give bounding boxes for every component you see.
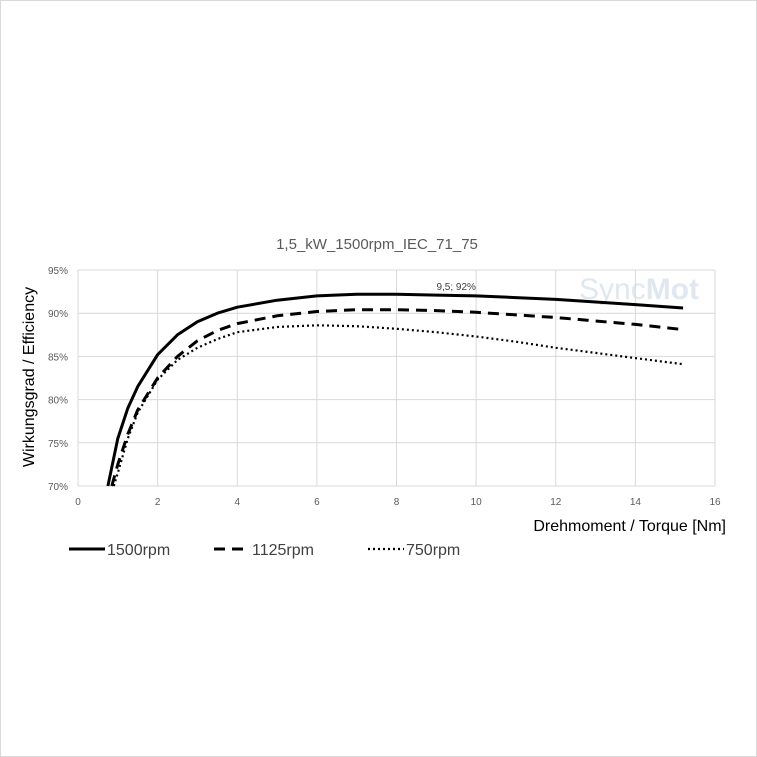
series-lines bbox=[106, 292, 684, 487]
series-line-1125rpm bbox=[110, 308, 684, 487]
x-tick-label: 2 bbox=[155, 497, 161, 508]
x-tick-label: 16 bbox=[709, 497, 721, 508]
x-tick-label: 8 bbox=[394, 497, 400, 508]
legend-label-1125rpm: 1125rpm bbox=[252, 542, 314, 559]
legend-label-750rpm: 750rpm bbox=[406, 542, 460, 559]
x-ticks: 0 2 4 6 8 10 12 14 16 bbox=[75, 497, 721, 508]
y-tick-label: 75% bbox=[48, 439, 68, 450]
data-label: 9,5; 92% bbox=[436, 282, 476, 293]
x-tick-label: 4 bbox=[234, 497, 240, 508]
y-tick-label: 95% bbox=[48, 266, 68, 277]
y-tick-label: 70% bbox=[48, 482, 68, 493]
y-tick-label: 90% bbox=[48, 309, 68, 320]
legend: 1500rpm 1125rpm 750rpm bbox=[69, 542, 460, 559]
legend-label-1500rpm: 1500rpm bbox=[107, 542, 170, 559]
x-tick-label: 12 bbox=[550, 497, 562, 508]
x-tick-label: 10 bbox=[471, 497, 483, 508]
chart-title: 1,5_kW_1500rpm_IEC_71_75 bbox=[276, 236, 478, 253]
x-tick-label: 14 bbox=[630, 497, 642, 508]
watermark-mot: Mot bbox=[646, 273, 699, 306]
y-tick-label: 85% bbox=[48, 352, 68, 363]
series-line-1500rpm bbox=[106, 292, 684, 487]
series-line-750rpm bbox=[112, 324, 684, 487]
x-tick-label: 0 bbox=[75, 497, 81, 508]
y-ticks: 70% 75% 80% 85% 90% 95% bbox=[48, 266, 68, 493]
x-axis-label: Drehmoment / Torque [Nm] bbox=[533, 518, 726, 535]
y-tick-label: 80% bbox=[48, 396, 68, 407]
x-tick-label: 6 bbox=[314, 497, 320, 508]
y-axis-label: Wirkungsgrad / Efficiency bbox=[21, 287, 38, 467]
